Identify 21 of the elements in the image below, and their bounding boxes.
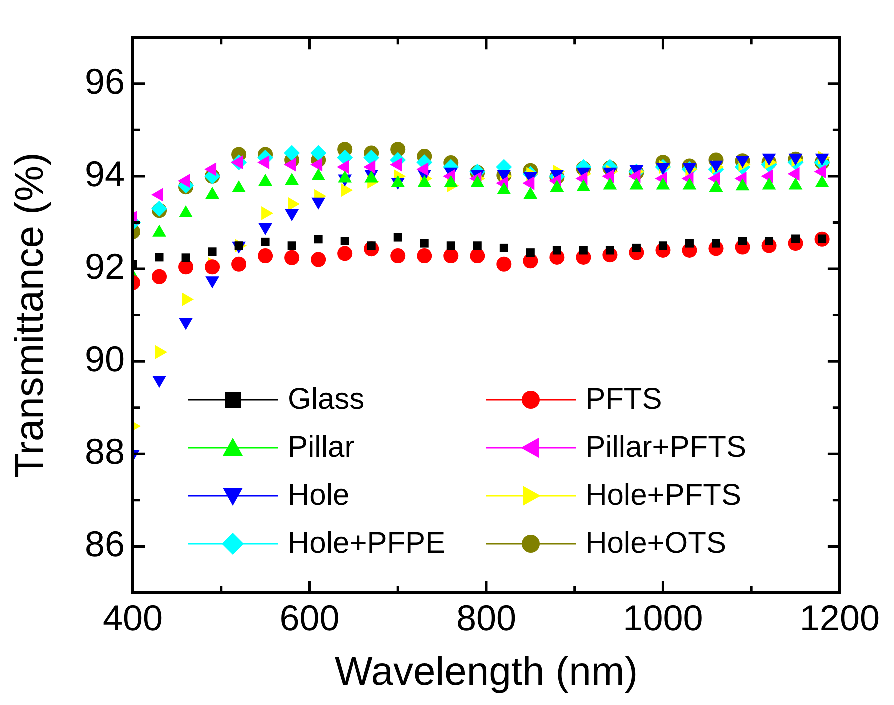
legend-label: Hole+OTS <box>586 527 726 561</box>
y-tick-label: 88 <box>84 431 125 472</box>
legend-label: Hole+PFPE <box>288 527 446 561</box>
x-tick-label: 800 <box>456 598 517 639</box>
legend-label: Pillar+PFTS <box>586 431 746 465</box>
x-tick-label: 600 <box>280 598 340 639</box>
x-tick-label: 1000 <box>623 598 704 639</box>
legend-label: Hole+PFTS <box>586 479 742 513</box>
y-tick-label: 96 <box>84 60 125 102</box>
x-axis-title: Wavelength (nm) <box>334 650 638 694</box>
y-axis-title: Transmittance (%) <box>8 152 52 478</box>
y-tick-label: 94 <box>84 153 125 194</box>
x-tick-label: 1200 <box>800 598 880 639</box>
y-tick-label: 86 <box>84 524 125 565</box>
legend-label: Pillar <box>288 431 355 465</box>
legend-label: PFTS <box>586 383 662 417</box>
y-tick-label: 92 <box>84 246 125 287</box>
legend-label: Glass <box>288 383 365 417</box>
y-tick-label: 90 <box>84 338 125 380</box>
legend-label: Hole <box>288 479 350 513</box>
x-tick-label: 400 <box>102 598 164 639</box>
